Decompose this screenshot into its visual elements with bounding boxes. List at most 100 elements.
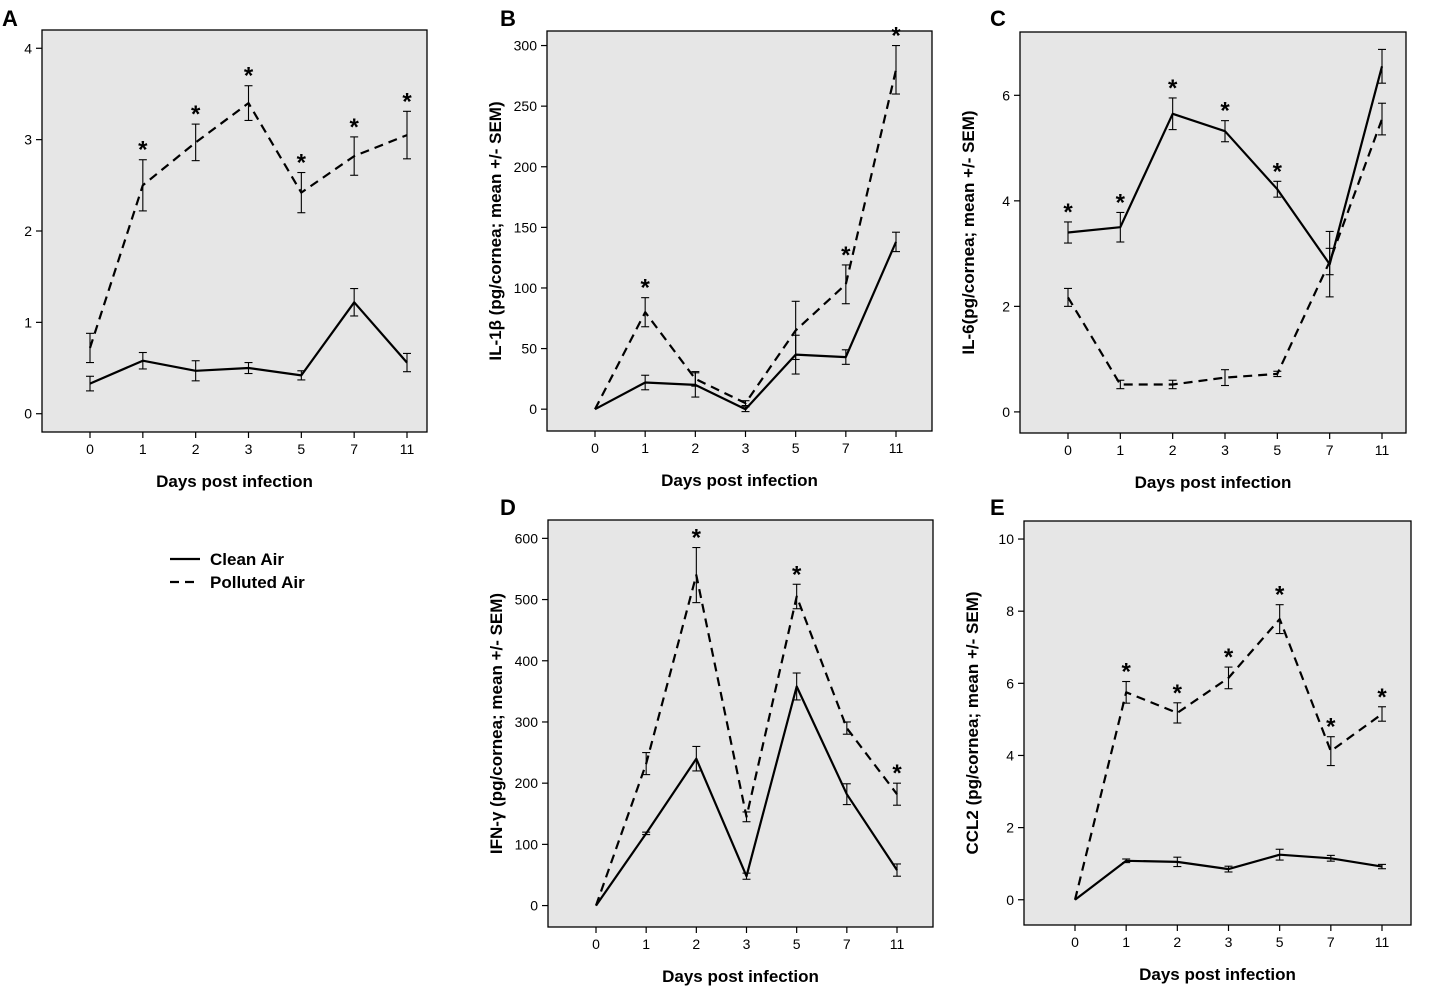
significance-star-e: * — [1224, 644, 1234, 671]
significance-star-e: * — [1326, 714, 1336, 741]
x-axis-title-e: Days post infection — [1139, 965, 1296, 984]
x-tick-label-d: 3 — [743, 936, 751, 952]
y-axis-title-e: CCL2 (pg/cornea; mean +/- SEM) — [963, 591, 982, 854]
y-axis-title-c: IL-6(pg/cornea; mean +/- SEM) — [959, 110, 978, 354]
legend-label-polluted-air: Polluted Air — [210, 573, 305, 592]
significance-star-d: * — [792, 561, 802, 588]
x-tick-label-a: 7 — [350, 441, 358, 457]
y-tick-label-b: 150 — [514, 219, 538, 235]
legend-label-clean-air: Clean Air — [210, 550, 284, 569]
y-tick-label-d: 100 — [515, 836, 539, 852]
x-tick-label-d: 11 — [890, 936, 905, 952]
y-tick-label-c: 2 — [1002, 298, 1010, 314]
significance-star-a: * — [191, 101, 201, 128]
x-tick-label-e: 3 — [1225, 934, 1233, 950]
x-axis-title-b: Days post infection — [661, 471, 818, 490]
y-tick-label-b: 300 — [514, 38, 538, 54]
x-tick-label-a: 5 — [297, 441, 305, 457]
plot-area-e — [1023, 520, 1412, 926]
x-tick-label-a: 11 — [400, 441, 415, 457]
x-tick-label-b: 11 — [889, 440, 904, 456]
plot-area-b — [546, 30, 933, 432]
y-tick-label-e: 10 — [998, 531, 1014, 547]
x-tick-label-b: 0 — [591, 440, 599, 456]
y-tick-label-b: 50 — [521, 341, 537, 357]
x-tick-label-e: 0 — [1071, 934, 1079, 950]
y-axis-title-b: IL-1β (pg/cornea; mean +/- SEM) — [486, 101, 505, 360]
x-tick-label-e: 11 — [1375, 934, 1390, 950]
significance-star-c: * — [1273, 158, 1283, 185]
x-tick-label-a: 2 — [192, 441, 200, 457]
x-axis-title-d: Days post infection — [662, 967, 819, 986]
significance-star-a: * — [297, 150, 307, 177]
x-tick-label-b: 7 — [842, 440, 850, 456]
y-axis-title-d: IFN-γ (pg/cornea; mean +/- SEM) — [487, 593, 506, 854]
x-tick-label-d: 5 — [793, 936, 801, 952]
plot-area-a — [41, 29, 428, 433]
y-tick-label-a: 2 — [24, 223, 32, 239]
y-tick-label-d: 300 — [515, 714, 539, 730]
significance-star-a: * — [349, 114, 359, 141]
significance-star-e: * — [1121, 659, 1131, 686]
panel-c: C 0 2 4 6 0 1 2 3 5 7 11 Days post infection IL-6(pg/… — [959, 6, 1407, 492]
panel-letter-b: B — [500, 6, 516, 31]
panel-b: B 0 50 100 150 200 250 300 0 1 2 3 5 7 11 Days post inf… — [486, 6, 933, 490]
x-tick-label-d: 0 — [592, 936, 600, 952]
legend: Clean Air Polluted Air — [170, 550, 305, 592]
significance-star-a: * — [402, 88, 412, 115]
x-tick-label-b: 3 — [742, 440, 750, 456]
x-tick-label-b: 1 — [641, 440, 649, 456]
significance-star-d: * — [892, 760, 902, 787]
y-tick-label-b: 200 — [514, 159, 538, 175]
y-tick-label-a: 4 — [24, 40, 32, 56]
y-tick-label-e: 4 — [1006, 747, 1014, 763]
x-tick-label-b: 5 — [792, 440, 800, 456]
x-tick-label-c: 7 — [1326, 442, 1334, 458]
x-tick-label-d: 7 — [843, 936, 851, 952]
y-tick-label-b: 250 — [514, 98, 538, 114]
x-tick-label-a: 3 — [245, 441, 253, 457]
x-tick-label-d: 1 — [642, 936, 650, 952]
y-tick-label-d: 600 — [515, 530, 539, 546]
x-tick-label-c: 5 — [1273, 442, 1281, 458]
x-tick-label-c: 2 — [1169, 442, 1177, 458]
y-tick-label-e: 8 — [1006, 603, 1014, 619]
panel-letter-a: A — [2, 6, 18, 31]
x-tick-label-c: 0 — [1064, 442, 1072, 458]
x-tick-label-e: 5 — [1276, 934, 1284, 950]
x-tick-label-c: 3 — [1221, 442, 1229, 458]
y-tick-label-e: 6 — [1006, 675, 1014, 691]
panel-d: D 0 100 200 300 400 500 600 0 1 2 3 5 7 11 Days post in… — [487, 495, 934, 986]
x-tick-label-e: 1 — [1122, 934, 1130, 950]
significance-star-d: * — [692, 525, 702, 552]
y-tick-label-e: 2 — [1006, 820, 1014, 836]
y-tick-label-b: 0 — [529, 401, 537, 417]
panel-letter-d: D — [500, 495, 516, 520]
significance-star-e: * — [1173, 680, 1183, 707]
significance-star-a: * — [244, 63, 254, 90]
y-tick-label-d: 0 — [530, 898, 538, 914]
x-tick-label-e: 2 — [1173, 934, 1181, 950]
y-tick-label-e: 0 — [1006, 892, 1014, 908]
y-tick-label-b: 100 — [514, 280, 538, 296]
x-tick-label-b: 2 — [691, 440, 699, 456]
significance-star-c: * — [1116, 189, 1126, 216]
y-tick-label-d: 500 — [515, 592, 539, 608]
significance-star-c: * — [1063, 199, 1073, 226]
x-axis-title-a: Days post infection — [156, 472, 313, 491]
significance-star-a: * — [138, 137, 148, 164]
significance-star-c: * — [1168, 75, 1178, 102]
significance-star-e: * — [1275, 582, 1285, 609]
y-tick-label-c: 6 — [1002, 87, 1010, 103]
x-tick-label-a: 1 — [139, 441, 147, 457]
significance-star-e: * — [1377, 684, 1387, 711]
significance-star-b: * — [841, 242, 851, 269]
y-tick-label-c: 0 — [1002, 404, 1010, 420]
y-tick-label-a: 0 — [24, 406, 32, 422]
x-axis-title-c: Days post infection — [1135, 473, 1292, 492]
x-tick-label-c: 1 — [1116, 442, 1124, 458]
y-tick-label-c: 4 — [1002, 193, 1010, 209]
panel-letter-c: C — [990, 6, 1006, 31]
